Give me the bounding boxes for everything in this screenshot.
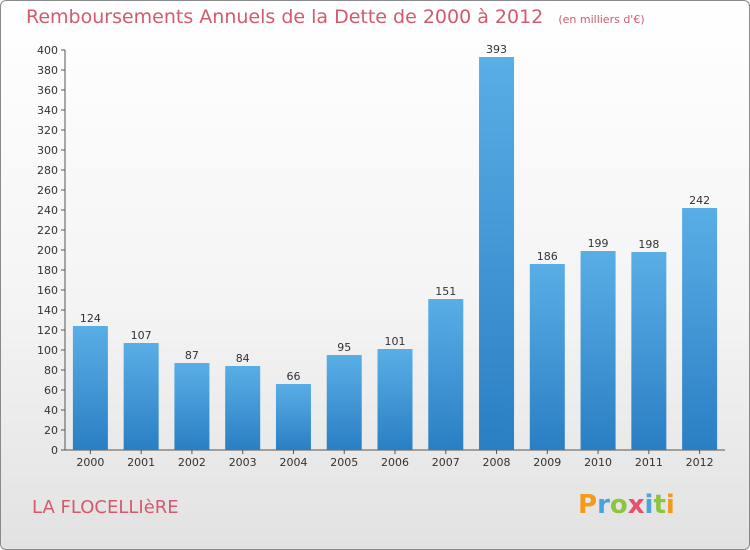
logo-letter: o xyxy=(609,490,628,520)
bar xyxy=(580,251,616,450)
logo-letter: P xyxy=(578,490,598,520)
bar xyxy=(225,366,261,450)
logo-letter: i xyxy=(644,490,654,520)
x-tick-label: 2006 xyxy=(381,456,409,469)
x-tick-label: 2008 xyxy=(483,456,511,469)
y-tick-label: 100 xyxy=(37,344,58,357)
x-tick-label: 2004 xyxy=(279,456,307,469)
data-label: 199 xyxy=(588,237,609,250)
bar xyxy=(529,264,565,450)
data-label: 124 xyxy=(80,312,101,325)
logo-letter: r xyxy=(597,490,610,520)
bar xyxy=(174,363,210,450)
bar xyxy=(377,349,413,450)
chart-title-unit: (en milliers d'€) xyxy=(558,13,645,26)
data-label: 107 xyxy=(131,329,152,342)
x-tick-label: 2012 xyxy=(686,456,714,469)
x-tick-label: 2002 xyxy=(178,456,206,469)
chart-title-main: Remboursements Annuels de la Dette de 20… xyxy=(26,6,544,28)
chart-title: Remboursements Annuels de la Dette de 20… xyxy=(26,6,645,28)
x-tick-label: 2009 xyxy=(533,456,561,469)
x-tick-label: 2010 xyxy=(584,456,612,469)
y-tick-label: 160 xyxy=(37,284,58,297)
data-label: 186 xyxy=(537,250,558,263)
bar xyxy=(428,299,464,450)
data-label: 101 xyxy=(385,335,406,348)
bar xyxy=(631,252,667,450)
x-tick-label: 2007 xyxy=(432,456,460,469)
y-tick-label: 0 xyxy=(51,444,58,457)
y-tick-label: 280 xyxy=(37,164,58,177)
bar xyxy=(479,57,515,450)
data-label: 393 xyxy=(486,43,507,56)
y-tick-label: 380 xyxy=(37,64,58,77)
x-tick-label: 2005 xyxy=(330,456,358,469)
x-tick-label: 2003 xyxy=(229,456,257,469)
data-label: 151 xyxy=(435,285,456,298)
y-tick-label: 340 xyxy=(37,104,58,117)
x-tick-label: 2000 xyxy=(76,456,104,469)
y-tick-label: 260 xyxy=(37,184,58,197)
y-tick-label: 120 xyxy=(37,324,58,337)
logo-letter: t xyxy=(653,490,666,520)
y-tick-label: 20 xyxy=(44,424,58,437)
bar xyxy=(682,208,718,450)
logo-letter: i xyxy=(665,490,675,520)
y-tick-label: 300 xyxy=(37,144,58,157)
logo-letter: x xyxy=(627,490,645,520)
data-label: 66 xyxy=(286,370,300,383)
y-tick-label: 40 xyxy=(44,404,58,417)
proxiti-logo: Proxiti xyxy=(578,490,675,520)
town-name: LA FLOCELLIèRE xyxy=(32,497,179,518)
data-label: 87 xyxy=(185,349,199,362)
data-label: 198 xyxy=(638,238,659,251)
y-tick-label: 220 xyxy=(37,224,58,237)
y-tick-label: 180 xyxy=(37,264,58,277)
data-label: 242 xyxy=(689,194,710,207)
y-tick-label: 360 xyxy=(37,84,58,97)
data-label: 84 xyxy=(236,352,250,365)
bar xyxy=(326,355,362,450)
y-tick-label: 400 xyxy=(37,44,58,57)
data-label: 95 xyxy=(337,341,351,354)
x-tick-label: 2011 xyxy=(635,456,663,469)
y-tick-label: 140 xyxy=(37,304,58,317)
y-tick-label: 240 xyxy=(37,204,58,217)
bar xyxy=(72,326,108,450)
bar xyxy=(123,343,159,450)
y-tick-label: 200 xyxy=(37,244,58,257)
x-tick-label: 2001 xyxy=(127,456,155,469)
bar xyxy=(275,384,311,450)
y-tick-label: 320 xyxy=(37,124,58,137)
y-tick-label: 80 xyxy=(44,364,58,377)
y-tick-label: 60 xyxy=(44,384,58,397)
